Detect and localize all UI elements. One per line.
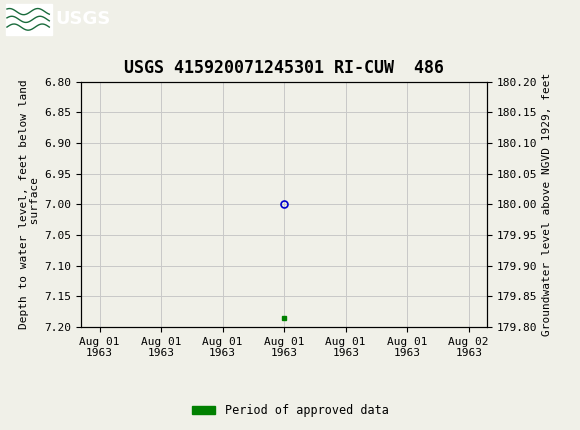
Title: USGS 415920071245301 RI-CUW  486: USGS 415920071245301 RI-CUW 486 [124,59,444,77]
Y-axis label: Depth to water level, feet below land
 surface: Depth to water level, feet below land su… [19,80,41,329]
Text: USGS: USGS [55,10,110,28]
Legend: Period of approved data: Period of approved data [187,399,393,422]
Y-axis label: Groundwater level above NGVD 1929, feet: Groundwater level above NGVD 1929, feet [542,73,552,336]
FancyBboxPatch shape [6,4,52,35]
